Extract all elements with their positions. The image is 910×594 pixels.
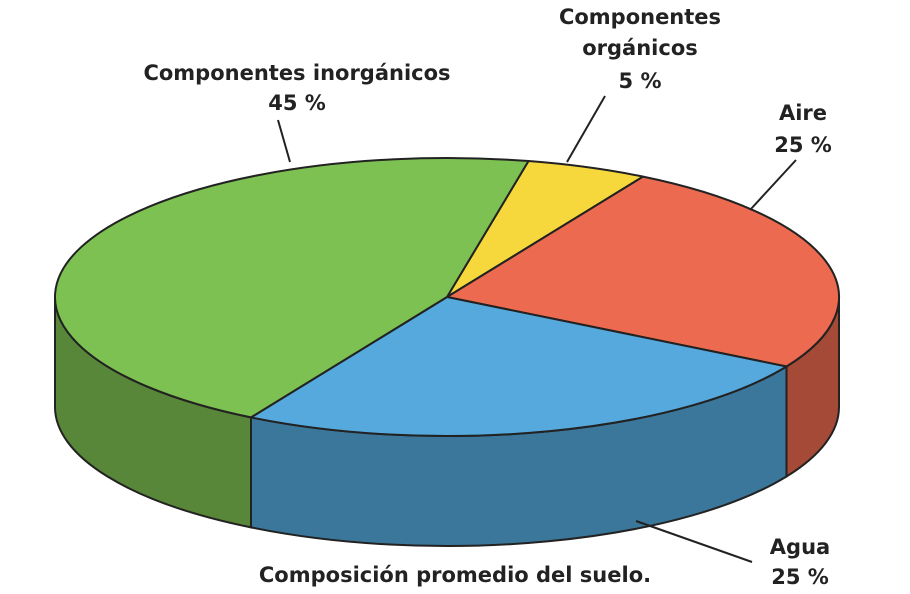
- slice-label: Componentes inorgánicos: [143, 61, 450, 85]
- leader-line: [749, 159, 797, 211]
- value-label: 5 %: [619, 69, 662, 93]
- slice: [446, 175, 840, 368]
- leader-line: [277, 119, 291, 163]
- leader-line: [635, 520, 753, 563]
- slice-label: Aire: [779, 101, 827, 125]
- slice-label: Componentes orgánicos: [559, 5, 721, 60]
- slice: [250, 296, 788, 437]
- value-label: 25 %: [774, 133, 832, 157]
- value-label: 25 %: [771, 565, 829, 589]
- chart-title: Composición promedio del suelo.: [259, 563, 651, 587]
- slice: [54, 156, 530, 419]
- leader-line: [566, 95, 606, 163]
- value-label: 45 %: [268, 91, 326, 115]
- slice-label: Agua: [770, 535, 830, 559]
